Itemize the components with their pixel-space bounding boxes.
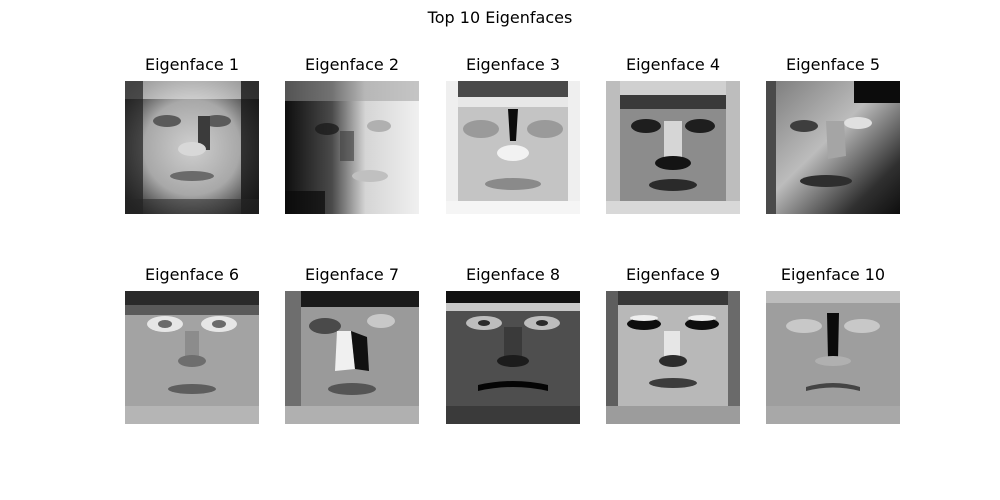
panel-title: Eigenface 7	[304, 265, 400, 284]
eigenface-panel-9: Eigenface 9	[606, 265, 740, 424]
eigenface-panel-6: Eigenface 6	[125, 265, 259, 424]
eigenface-panel-4: Eigenface 4	[606, 55, 740, 214]
eigenface-image	[446, 81, 580, 214]
eigenface-panel-7: Eigenface 7	[285, 265, 419, 424]
eigenface-image	[766, 81, 900, 214]
eigenface-image	[125, 291, 259, 424]
eigenface-image	[285, 291, 419, 424]
eigenface-image	[125, 81, 259, 214]
eigenface-panel-10: Eigenface 10	[766, 265, 900, 424]
eigenface-image	[446, 291, 580, 424]
panel-title: Eigenface 5	[785, 55, 881, 74]
panel-title: Eigenface 6	[144, 265, 240, 284]
eigenface-image	[285, 81, 419, 214]
eigenface-image	[606, 291, 740, 424]
eigenface-panel-8: Eigenface 8	[446, 265, 580, 424]
panel-title: Eigenface 10	[780, 265, 886, 284]
eigenface-panel-2: Eigenface 2	[285, 55, 419, 214]
panel-title: Eigenface 9	[625, 265, 721, 284]
panel-title: Eigenface 4	[625, 55, 721, 74]
eigenface-panel-3: Eigenface 3	[446, 55, 580, 214]
panel-title: Eigenface 1	[144, 55, 240, 74]
panel-title: Eigenface 2	[304, 55, 400, 74]
eigenface-image	[606, 81, 740, 214]
eigenface-image	[766, 291, 900, 424]
panel-title: Eigenface 8	[465, 265, 561, 284]
eigenface-panel-1: Eigenface 1	[125, 55, 259, 214]
eigenface-panel-5: Eigenface 5	[766, 55, 900, 214]
figure-title: Top 10 Eigenfaces	[427, 8, 573, 27]
panel-title: Eigenface 3	[465, 55, 561, 74]
